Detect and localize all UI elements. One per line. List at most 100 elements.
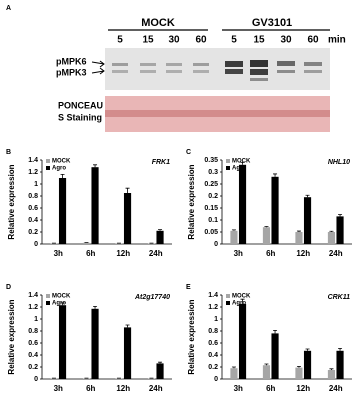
error-bar xyxy=(305,194,310,198)
unit-label: min xyxy=(328,35,346,46)
legend-label: MOCK xyxy=(52,159,71,165)
bar xyxy=(238,304,247,379)
gene-label: At2g17740 xyxy=(134,294,170,301)
y-tick-label: 0.8 xyxy=(28,193,38,200)
error-bar xyxy=(231,366,236,369)
legend-label: MOCK xyxy=(232,294,251,300)
error-bar xyxy=(305,348,310,351)
y-tick-label: 1.4 xyxy=(208,292,218,299)
y-axis-label: Relative expression xyxy=(187,164,196,239)
bar xyxy=(50,243,58,244)
y-tick-label: 0.2 xyxy=(208,364,218,371)
legend-swatch xyxy=(46,294,50,298)
y-tick-label: 0.6 xyxy=(28,205,38,212)
y-tick-label: 0.25 xyxy=(204,181,218,188)
ponceau-band xyxy=(105,110,330,117)
error-bar xyxy=(338,348,343,351)
legend-swatch xyxy=(46,159,50,163)
y-tick-label: 1.2 xyxy=(28,304,38,311)
lane-label: 30 xyxy=(280,35,292,46)
error-bar xyxy=(329,368,334,370)
group-label: GV3101 xyxy=(252,17,292,29)
x-tick-label: 6h xyxy=(266,384,275,393)
bar xyxy=(82,378,91,379)
gene-label: CRK11 xyxy=(328,294,351,301)
y-tick-label: 0.6 xyxy=(28,340,38,347)
bar xyxy=(156,230,164,244)
error-bar xyxy=(60,302,65,306)
y-axis-label: Relative expression xyxy=(7,299,16,374)
y-tick-label: 0.35 xyxy=(204,157,218,164)
bar xyxy=(82,242,91,244)
error-bar xyxy=(264,226,269,228)
lane-label: 5 xyxy=(117,35,123,46)
legend-swatch xyxy=(46,166,50,170)
bar xyxy=(230,230,238,244)
bar xyxy=(327,232,336,244)
panel-label: B xyxy=(6,149,11,156)
error-bar xyxy=(240,298,245,304)
gene-label: NHL10 xyxy=(328,159,350,166)
y-tick-label: 1.4 xyxy=(28,157,38,164)
band-label: pMPK3 xyxy=(56,67,87,77)
bar xyxy=(303,350,312,379)
y-tick-label: 1 xyxy=(34,316,38,323)
legend-swatch xyxy=(226,159,230,163)
lane-label: 5 xyxy=(231,35,237,46)
staining-label: PONCEAU xyxy=(58,100,103,110)
x-tick-label: 24h xyxy=(149,384,163,393)
lane-label: 60 xyxy=(307,35,319,46)
y-tick-label: 0.6 xyxy=(208,340,218,347)
y-tick-label: 0.4 xyxy=(208,352,218,359)
y-tick-label: 0.4 xyxy=(28,217,38,224)
staining-label: S Staining xyxy=(58,112,102,122)
y-tick-label: 1 xyxy=(214,316,218,323)
x-tick-label: 24h xyxy=(329,249,343,258)
y-tick-label: 1.2 xyxy=(208,304,218,311)
error-bar xyxy=(60,174,65,178)
lane-label: 15 xyxy=(253,35,265,46)
x-tick-label: 12h xyxy=(116,249,130,258)
error-bar xyxy=(273,173,278,177)
y-tick-label: 0.05 xyxy=(204,229,218,236)
legend-label: Agro xyxy=(232,166,246,172)
legend-swatch xyxy=(226,301,230,305)
bar xyxy=(156,363,164,379)
x-tick-label: 12h xyxy=(296,384,310,393)
x-tick-label: 24h xyxy=(329,384,343,393)
y-tick-label: 1.4 xyxy=(28,292,38,299)
error-bar xyxy=(296,366,301,368)
blot-membrane xyxy=(105,48,330,90)
gene-label: FRK1 xyxy=(152,159,170,166)
error-bar xyxy=(264,363,269,366)
y-tick-label: 1.2 xyxy=(28,169,38,176)
bar xyxy=(271,333,279,379)
y-tick-label: 0.2 xyxy=(28,364,38,371)
legend-swatch xyxy=(226,166,230,170)
bar xyxy=(295,232,303,244)
x-tick-label: 6h xyxy=(86,384,95,393)
bar xyxy=(295,367,303,379)
bar xyxy=(91,167,99,244)
y-tick-label: 0.4 xyxy=(28,352,38,359)
error-bar xyxy=(329,230,334,232)
error-bar xyxy=(338,214,343,217)
bar xyxy=(50,378,58,379)
legend-swatch xyxy=(46,301,50,305)
legend-label: Agro xyxy=(232,301,246,307)
lane-label: 30 xyxy=(168,35,180,46)
y-tick-label: 0.15 xyxy=(204,205,218,212)
y-tick-label: 0.1 xyxy=(208,217,218,224)
band-label: pMPK6 xyxy=(56,56,87,66)
panel-label: D xyxy=(6,284,11,291)
x-tick-label: 6h xyxy=(266,249,275,258)
bar xyxy=(271,176,279,244)
error-bar xyxy=(273,330,278,334)
y-tick-label: 0.8 xyxy=(28,328,38,335)
bar xyxy=(336,216,344,244)
y-axis-label: Relative expression xyxy=(187,299,196,374)
error-bar xyxy=(296,230,301,232)
bar xyxy=(58,305,67,379)
bar xyxy=(336,350,344,379)
